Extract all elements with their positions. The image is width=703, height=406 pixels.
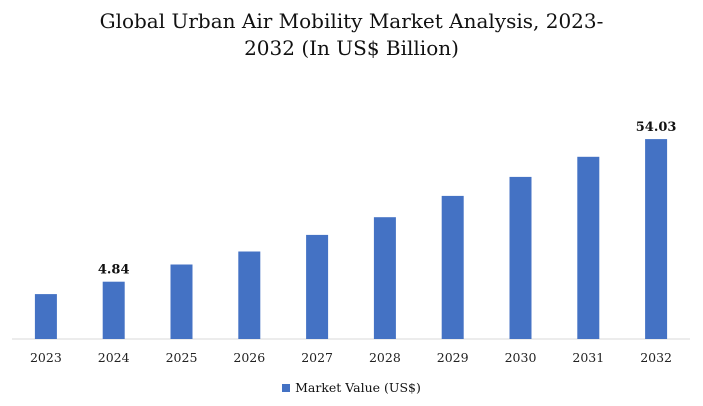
chart-title-line-2: 2032 (In US$ Billion) [244,36,459,60]
bar-2029 [441,195,464,339]
bar-2032 [645,139,668,339]
x-tick-label-2028: 2028 [369,350,401,365]
bar-2024 [102,281,125,339]
x-tick-label-2023: 2023 [30,350,62,365]
x-tick-label-2027: 2027 [301,350,333,365]
x-tick-label-2026: 2026 [233,350,265,365]
data-label-2024: 4.84 [98,263,130,278]
bar-2026 [238,251,261,339]
chart-title-line-1: Global Urban Air Mobility Market Analysi… [99,9,604,33]
x-tick-label-2032: 2032 [640,350,672,365]
bar-2031 [577,156,600,339]
data-labels: 4.84 54.03 [98,120,677,278]
x-tick-label-2024: 2024 [98,350,130,365]
bar-2030 [509,176,532,339]
bar-2028 [373,217,396,339]
bar-chart: 2023 2024 2025 2026 2027 2028 2029 2030 2031 2032… [12,120,690,365]
chart-title: Global Urban Air Mobility Market Analysi… [0,8,703,62]
bar-2023 [34,294,57,339]
x-tick-label-2031: 2031 [572,350,604,365]
legend: Market Value (US$) [0,380,703,395]
x-tick-labels: 2023 2024 2025 2026 2027 2028 2029 2030 2031 2032 [30,350,672,365]
x-tick-label-2030: 2030 [505,350,537,365]
bar-group [34,139,668,339]
legend-label: Market Value (US$) [295,380,421,395]
bar-2027 [306,234,329,339]
x-tick-label-2025: 2025 [166,350,198,365]
x-tick-label-2029: 2029 [437,350,469,365]
data-label-2032: 54.03 [636,120,677,135]
legend-swatch [282,384,291,392]
bar-2025 [170,264,193,339]
